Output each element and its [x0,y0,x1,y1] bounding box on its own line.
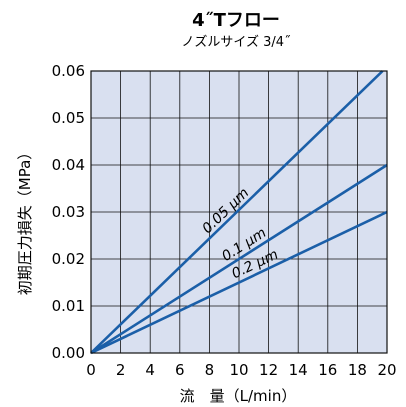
chart-subtitle: ノズルサイズ 3/4˝ [181,34,290,50]
series-line [90,70,384,354]
x-axis-label: 流 量（L/min） [180,387,297,405]
y-tick-label: 0.04 [52,156,85,174]
x-tick-labels: 0 2 4 6 8 10 12 14 16 18 20 [86,361,396,379]
y-tick-label: 0.02 [52,250,85,268]
x-tick-label: 0 [86,361,96,379]
x-tick-label: 20 [377,361,396,379]
y-tick-label: 0.03 [52,203,85,221]
plot-frame [90,70,388,354]
x-tick-label: 6 [175,361,185,379]
series-line [90,163,388,355]
y-tick-label: 0.00 [52,344,85,362]
x-tick-label: 10 [229,361,248,379]
x-tick-label: 4 [145,361,155,379]
chart-title: 4˝Tフロー [192,10,280,31]
x-tick-label: 14 [289,361,308,379]
x-tick-label: 18 [348,361,367,379]
series-line [90,210,388,355]
y-tick-label: 0.06 [52,62,85,80]
y-tick-label: 0.01 [52,297,85,315]
x-tick-label: 12 [259,361,278,379]
x-tick-label: 8 [205,361,215,379]
y-axis-label: 初期圧力損失（MPa） [16,145,34,296]
y-tick-label: 0.05 [52,109,85,127]
series-lines [90,70,388,355]
x-tick-label: 2 [116,361,126,379]
y-tick-labels: 0.00 0.01 0.02 0.03 0.04 0.05 0.06 [52,62,85,362]
x-tick-label: 16 [318,361,337,379]
